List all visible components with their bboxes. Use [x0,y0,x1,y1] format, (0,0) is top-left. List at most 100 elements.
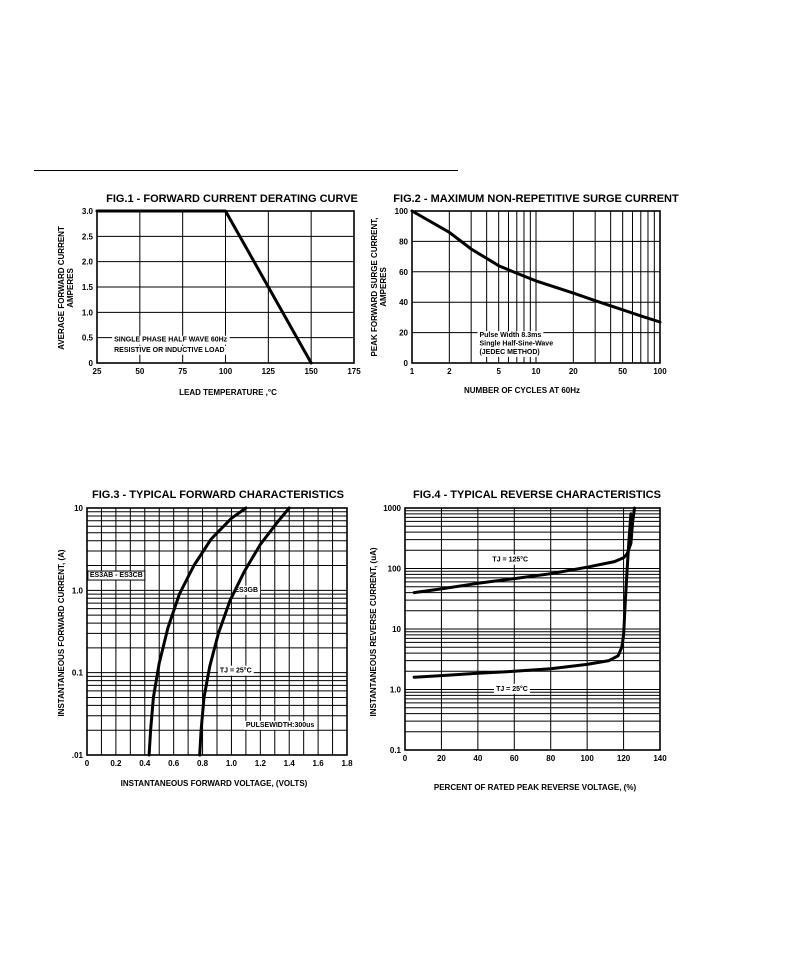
fig3-annotation-background [243,720,317,730]
fig3-chart: FIG.3 - TYPICAL FORWARD CHARACTERISTICS … [57,489,353,788]
fig4-ylabel: INSTANTANEOUS REVERSE CURRENT, (uA) [369,547,378,716]
fig2-ticks: 1 2 5 10 20 50 100 0 20 40 60 80 100 [395,207,668,376]
fig4-x-tick-label: 120 [617,754,631,763]
fig4-annotation-background [494,683,530,694]
fig3-y-tick-label: 10 [74,504,83,513]
fig3-series [147,506,291,757]
fig3-grid [86,507,348,756]
fig1-series [95,209,313,365]
fig2-x-tick-label: 1 [410,367,415,376]
fig4-y-tick-label: 0.1 [390,746,402,755]
fig3-x-tick-label: 0.4 [139,759,151,768]
fig2-annotation-background [477,339,556,349]
fig1-xlabel: LEAD TEMPERATURE ,°C [179,388,277,397]
fig4-annotation-background [490,554,531,565]
fig1-ticks: 25 50 75 100 125 150 175 0 0.5 1.0 1.5 2.0 2.5 3.0 [82,207,361,376]
fig1-series-line-1 [95,209,313,365]
fig2-series [410,209,662,324]
fig3-annotation: PULSEWIDTH:300us [246,722,315,729]
fig3-annotation: ES3AB - ES3CB [90,572,143,579]
fig2-x-tick-label: 5 [496,367,501,376]
fig4-chart: FIG.4 - TYPICAL REVERSE CHARACTERISTICS … [369,489,667,792]
fig4-title: FIG.4 - TYPICAL REVERSE CHARACTERISTICS [413,489,661,501]
fig4-x-tick-label: 20 [437,754,446,763]
fig3-x-tick-label: 0.2 [110,759,122,768]
fig1-ylabel-line2: AMPERES [66,268,75,308]
fig4-x-tick-label: 0 [403,754,408,763]
fig1-y-tick-label: 3.0 [82,207,94,216]
fig1-y-tick-label: 2.5 [82,232,94,241]
fig4-y-tick-label: 1.0 [390,686,402,695]
fig1-x-tick-label: 50 [135,367,144,376]
fig3-x-tick-label: 1.4 [284,759,296,768]
fig4-x-tick-label: 60 [510,754,519,763]
fig3-annotation: ES3GB [234,587,258,594]
fig4-x-tick-label: 140 [653,754,667,763]
fig2-y-tick-label: 60 [399,268,408,277]
fig4-x-tick-label: 40 [473,754,482,763]
fig3-x-tick-label: 0 [85,759,90,768]
fig3-x-tick-label: 0.6 [168,759,180,768]
fig3-xlabel: INSTANTANEOUS FORWARD VOLTAGE, (VOLTS) [121,779,308,788]
fig1-annotation-background [112,335,230,345]
page-divider-rule [34,170,458,171]
fig1-annotation-background [112,345,227,355]
fig1-annotations: SINGLE PHASE HALF WAVE 60Hz RESISTIVE OR … [112,335,230,355]
fig1-x-tick-label: 150 [304,367,318,376]
fig4-ticks: 0 20 40 60 80 100 120 140 0.1 1.0 10 100 1000 [383,504,667,763]
fig2-annotation-background [477,347,542,357]
fig2-x-tick-label: 20 [569,367,578,376]
fig3-series-line-1 [147,506,248,757]
fig3-ylabel: INSTANTANEOUS FORWARD CURRENT, (A) [57,549,66,716]
fig4-x-tick-label: 100 [580,754,594,763]
fig3-y-tick-label: .01 [72,751,84,760]
fig1-x-tick-label: 25 [93,367,102,376]
fig3-series-line-2 [198,506,291,757]
fig4-series-line-1 [412,506,636,595]
fig1-x-tick-label: 100 [219,367,233,376]
fig3-annotation-background [232,585,261,595]
fig3-y-tick-label: 0.1 [72,669,84,678]
fig4-xlabel: PERCENT OF RATED PEAK REVERSE VOLTAGE, (… [434,783,637,792]
fig3-title: FIG.3 - TYPICAL FORWARD CHARACTERISTICS [92,489,344,501]
fig2-ylabel-line2: AMPERES [379,267,388,307]
fig1-y-tick-label: 2.0 [82,258,94,267]
fig3-plot-frame [86,507,348,756]
fig2-x-tick-label: 100 [653,367,667,376]
fig3-annotation-background [217,665,254,676]
fig2-xlabel: NUMBER OF CYCLES AT 60Hz [464,386,580,395]
fig2-ylabel-line1: PEAK FORWARD SURGE CURRENT, [370,218,379,357]
fig2-chart: FIG.2 - MAXIMUM NON-REPETITIVE SURGE CUR… [370,193,679,395]
fig1-y-tick-label: 1.0 [82,308,94,317]
fig4-annotations: TJ = 125°C TJ = 25°C [490,554,531,694]
fig3-annotation-background [87,570,146,581]
fig1-x-tick-label: 75 [178,367,187,376]
fig2-annotations: Pulse Width 8.3ms Single Half-Sine-Wave(J… [477,331,556,357]
fig4-plot-frame [404,507,661,751]
fig1-ylabel-line1: AVERAGE FORWARD CURRENT [57,226,66,350]
fig3-x-tick-label: 0.8 [197,759,209,768]
fig1-x-tick-label: 175 [347,367,361,376]
fig2-y-tick-label: 100 [395,207,409,216]
fig4-annotation: TJ = 125°C [492,556,528,564]
fig2-annotation: (JEDEC METHOD) [479,349,539,356]
fig2-series-line-1 [410,209,662,324]
fig1-title: FIG.1 - FORWARD CURRENT DERATING CURVE [106,193,358,205]
fig1-annotation: SINGLE PHASE HALF WAVE 60Hz [114,337,228,344]
fig4-y-tick-label: 100 [388,565,402,574]
fig2-y-tick-label: 80 [399,237,408,246]
fig2-x-tick-label: 2 [447,367,452,376]
fig2-x-tick-label: 10 [532,367,541,376]
fig4-y-tick-label: 1000 [383,504,401,513]
fig1-y-tick-label: 0.5 [82,334,94,343]
fig2-title: FIG.2 - MAXIMUM NON-REPETITIVE SURGE CUR… [393,193,679,205]
fig3-annotation: TJ = 25°C [220,667,252,675]
fig3-ticks: 0 0.2 0.4 0.6 0.8 1.0 1.2 1.4 1.6 1.8 .01 0.1 1.0 10 [72,504,353,768]
fig2-annotation-background [477,331,544,341]
fig4-x-tick-label: 80 [546,754,555,763]
fig1-chart: FIG.1 - FORWARD CURRENT DERATING CURVE 2… [57,193,361,397]
fig2-y-tick-label: 40 [399,298,408,307]
fig2-y-tick-label: 20 [399,329,408,338]
fig2-annotation: Pulse Width 8.3ms [479,332,541,339]
